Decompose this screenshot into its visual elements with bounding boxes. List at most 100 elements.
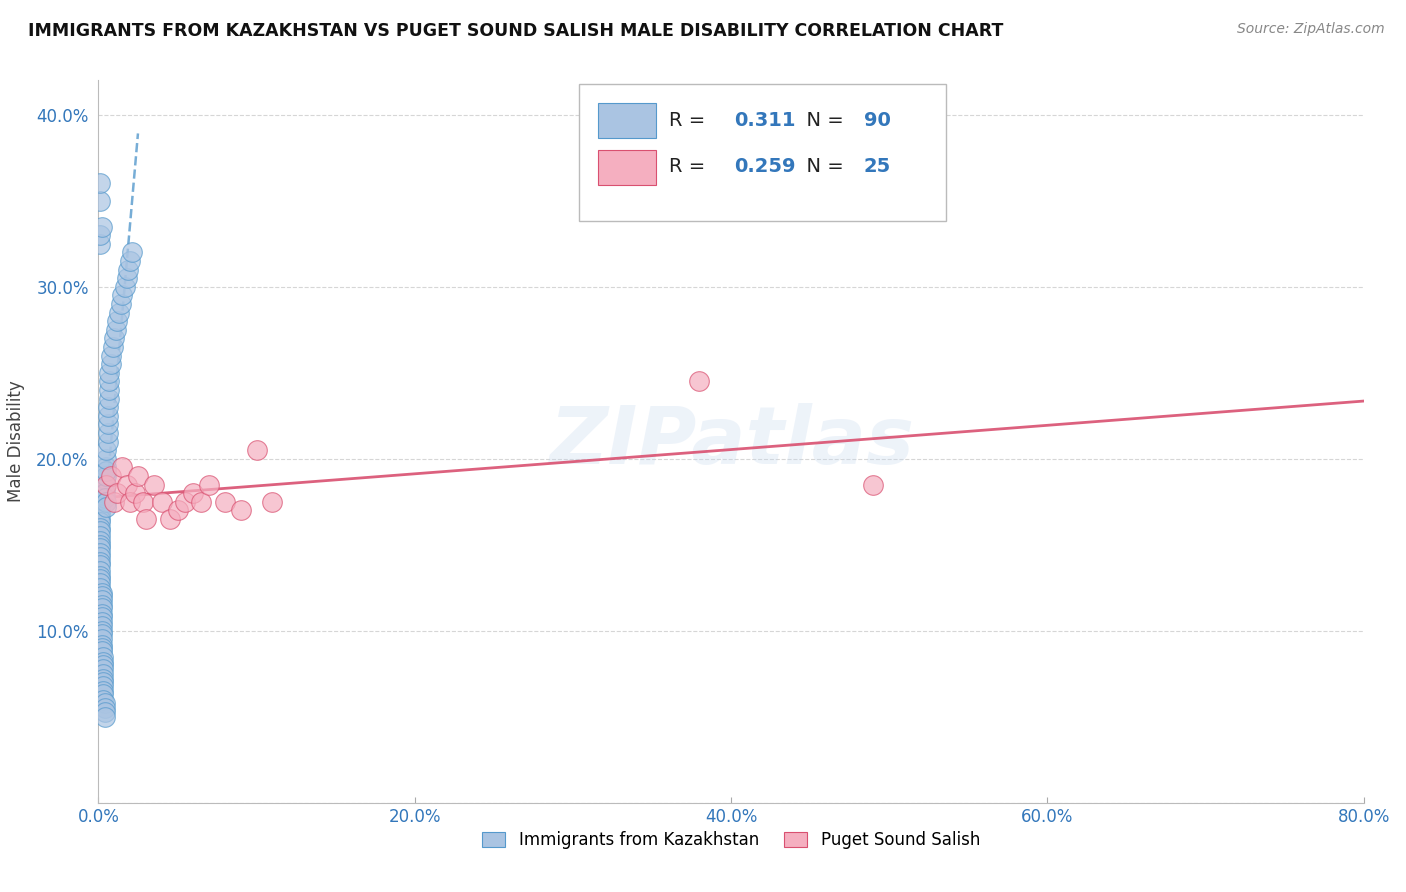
Point — [93, 486, 117, 500]
Point — [159, 512, 181, 526]
Point — [127, 469, 149, 483]
Point — [114, 279, 136, 293]
Point — [89, 516, 111, 530]
Text: 0.259: 0.259 — [734, 158, 796, 177]
Point — [90, 632, 112, 647]
Point — [90, 644, 112, 658]
Point — [120, 494, 141, 508]
Point — [108, 305, 131, 319]
Y-axis label: Male Disability: Male Disability — [7, 381, 25, 502]
Point — [93, 472, 117, 486]
Point — [91, 662, 114, 676]
Point — [89, 546, 111, 560]
Point — [90, 615, 112, 630]
Point — [862, 477, 884, 491]
Point — [97, 425, 120, 440]
Point — [90, 638, 112, 652]
Point — [117, 262, 139, 277]
Point — [124, 486, 146, 500]
Point — [93, 491, 117, 506]
Point — [110, 297, 132, 311]
Point — [100, 469, 122, 483]
Point — [246, 443, 269, 458]
Point — [93, 710, 117, 724]
Point — [115, 271, 138, 285]
Point — [183, 486, 205, 500]
Point — [93, 481, 117, 495]
Point — [89, 524, 111, 538]
Point — [90, 627, 112, 641]
Point — [121, 245, 143, 260]
Point — [198, 477, 221, 491]
Point — [93, 696, 117, 710]
Point — [91, 666, 114, 681]
Point — [90, 586, 112, 600]
Point — [97, 417, 120, 432]
Point — [98, 375, 121, 389]
Point — [97, 400, 120, 414]
Point — [115, 477, 138, 491]
Point — [97, 434, 120, 449]
Point — [89, 541, 111, 556]
Point — [96, 460, 118, 475]
Point — [90, 590, 112, 604]
Point — [91, 658, 114, 673]
Text: N =: N = — [794, 158, 851, 177]
Point — [120, 253, 141, 268]
Point — [96, 500, 118, 514]
Point — [96, 477, 118, 491]
FancyBboxPatch shape — [599, 150, 657, 185]
Point — [89, 564, 111, 578]
Point — [91, 679, 114, 693]
FancyBboxPatch shape — [579, 84, 946, 221]
Point — [91, 649, 114, 664]
Point — [96, 494, 118, 508]
Point — [93, 705, 117, 719]
Point — [89, 520, 111, 534]
Point — [89, 538, 111, 552]
Point — [89, 558, 111, 573]
Point — [107, 314, 129, 328]
Point — [89, 503, 111, 517]
Point — [166, 503, 188, 517]
Point — [90, 618, 112, 632]
Point — [89, 507, 111, 521]
Point — [90, 607, 112, 621]
Point — [90, 624, 112, 638]
Text: R =: R = — [669, 111, 711, 129]
Point — [101, 340, 124, 354]
Legend: Immigrants from Kazakhstan, Puget Sound Salish: Immigrants from Kazakhstan, Puget Sound … — [475, 824, 987, 856]
Point — [89, 494, 111, 508]
Text: IMMIGRANTS FROM KAZAKHSTAN VS PUGET SOUND SALISH MALE DISABILITY CORRELATION CHA: IMMIGRANTS FROM KAZAKHSTAN VS PUGET SOUN… — [28, 22, 1004, 40]
Point — [96, 451, 118, 466]
Point — [97, 409, 120, 423]
Text: N =: N = — [794, 111, 851, 129]
Point — [111, 288, 134, 302]
Point — [89, 549, 111, 564]
Point — [142, 477, 165, 491]
Point — [100, 349, 122, 363]
Point — [96, 464, 118, 478]
Point — [89, 194, 111, 208]
Point — [90, 592, 112, 607]
Point — [91, 687, 114, 701]
Point — [98, 392, 121, 406]
Point — [89, 529, 111, 543]
Point — [91, 675, 114, 690]
Point — [262, 494, 284, 508]
Point — [93, 701, 117, 715]
Point — [89, 568, 111, 582]
Point — [96, 443, 118, 458]
Point — [104, 323, 127, 337]
Text: R =: R = — [669, 158, 711, 177]
Point — [103, 331, 125, 345]
Point — [150, 494, 173, 508]
Point — [91, 672, 114, 686]
Point — [89, 575, 111, 590]
Point — [89, 177, 111, 191]
Point — [100, 357, 122, 371]
Point — [107, 486, 129, 500]
Point — [214, 494, 236, 508]
Point — [89, 512, 111, 526]
Point — [688, 375, 710, 389]
